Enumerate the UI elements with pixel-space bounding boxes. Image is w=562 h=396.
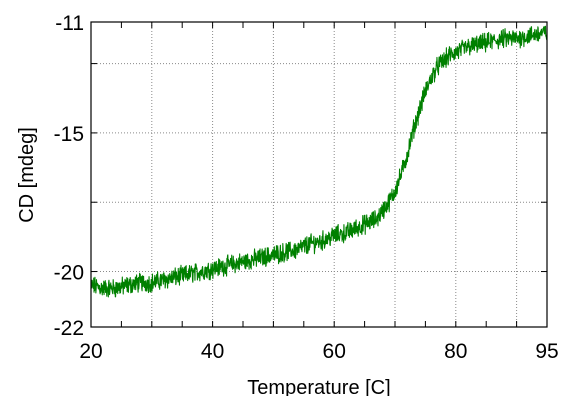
plot-frame: [90, 21, 548, 328]
x-axis-title: Temperature [C]: [247, 377, 390, 396]
series-layer: [91, 25, 547, 298]
x-tick-label: 95: [535, 340, 558, 363]
x-tick-label: 80: [444, 340, 467, 363]
y-tick-label: -11: [55, 12, 84, 35]
y-axis-title: CD [mdeg]: [16, 127, 38, 223]
tick-marks: [91, 22, 547, 327]
x-tick-label: 60: [323, 340, 346, 363]
grid-lines: [91, 22, 547, 327]
y-tick-label: -20: [54, 262, 84, 285]
x-tick-label: 20: [79, 340, 102, 363]
series-line-0: [91, 25, 547, 298]
tick-labels: 20 40 60 80 95 -22 -20 -15 -11: [54, 12, 559, 363]
y-tick-label: -15: [54, 123, 84, 146]
x-tick-label: 40: [201, 340, 224, 363]
y-tick-label: -22: [54, 317, 84, 340]
